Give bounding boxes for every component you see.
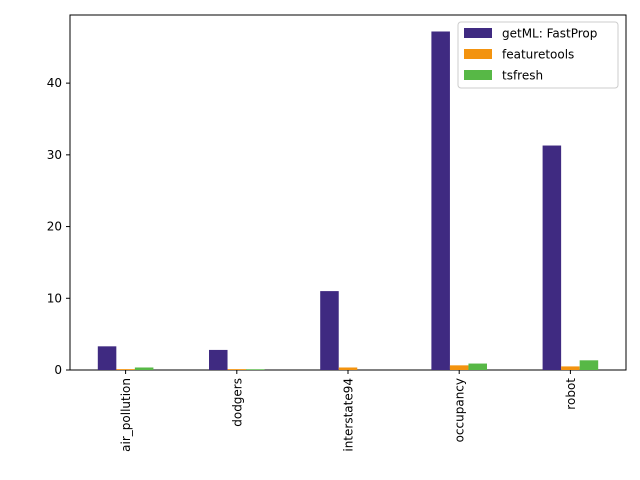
y-tick-label: 10 bbox=[47, 291, 62, 305]
legend-label: featuretools bbox=[502, 48, 574, 62]
legend-swatch bbox=[464, 49, 492, 59]
x-tick-label-robot: robot bbox=[564, 378, 578, 410]
bar-dodgers-series-2 bbox=[246, 369, 265, 370]
y-tick-label: 0 bbox=[54, 363, 62, 377]
y-tick-label: 20 bbox=[47, 220, 62, 234]
x-axis: air_pollution dodgers interstate94 occupanc… bbox=[119, 370, 578, 452]
legend-label: getML: FastProp bbox=[502, 27, 597, 41]
bar-occupancy-series-1 bbox=[449, 365, 469, 370]
bar-occupancy-series-0 bbox=[431, 31, 450, 371]
legend-swatch bbox=[464, 28, 492, 38]
bar-robot-series-2 bbox=[579, 360, 599, 370]
x-tick-label-air_pollution: air_pollution bbox=[119, 378, 133, 452]
legend-label: tsfresh bbox=[502, 69, 543, 83]
bar-dodgers-series-1 bbox=[227, 369, 247, 370]
y-tick-label: 40 bbox=[47, 76, 62, 90]
bars-group bbox=[97, 31, 599, 371]
x-tick-label-dodgers: dodgers bbox=[230, 378, 244, 427]
legend: getML: FastProp featuretools tsfresh bbox=[457, 21, 619, 89]
bar-air_pollution-series-1 bbox=[116, 369, 135, 370]
bar-occupancy-series-2 bbox=[468, 363, 487, 370]
bar-air_pollution-series-2 bbox=[134, 367, 154, 370]
bar-air_pollution-series-0 bbox=[97, 346, 117, 370]
bar-dodgers-series-0 bbox=[209, 349, 228, 370]
legend-box bbox=[457, 21, 619, 89]
y-axis: 0 10 20 30 40 bbox=[47, 76, 70, 377]
bar-interstate94-series-1 bbox=[338, 367, 358, 370]
x-tick-label-occupancy: occupancy bbox=[453, 378, 467, 442]
y-tick-label: 30 bbox=[47, 148, 62, 162]
x-tick-label-interstate94: interstate94 bbox=[342, 378, 356, 452]
bar-robot-series-0 bbox=[542, 145, 562, 370]
bar-interstate94-series-0 bbox=[320, 291, 339, 370]
legend-swatch bbox=[464, 70, 492, 80]
bar-robot-series-1 bbox=[561, 366, 580, 370]
